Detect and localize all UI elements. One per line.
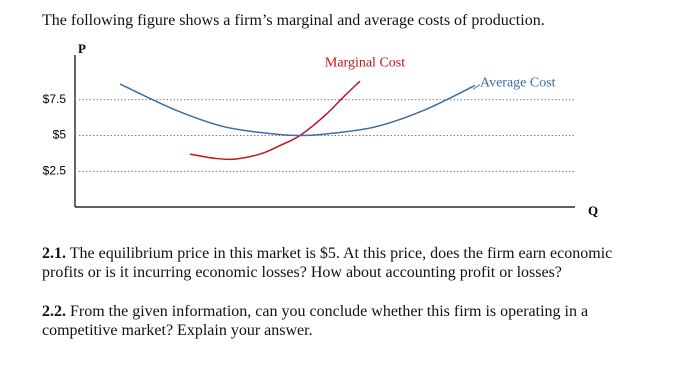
- question-number: 2.2.: [42, 303, 66, 320]
- y-tick-label: $2.5: [43, 163, 67, 177]
- cost-curve: [119, 83, 476, 137]
- question-number: 2.1.: [42, 245, 66, 262]
- y-axis-label: P: [78, 41, 86, 56]
- question-text: From the given information, can you conc…: [42, 303, 589, 339]
- label-leader: [472, 84, 481, 90]
- series-label: Average Cost: [480, 76, 556, 91]
- cost-curve: [189, 80, 361, 161]
- question-text: The equilibrium price in this market is …: [42, 245, 613, 281]
- chart: P Q $2.5 $5 $7.5 Marginal Cost Average Cost: [43, 41, 598, 218]
- y-tick-label: $7.5: [43, 92, 67, 106]
- question: 2.1. The equilibrium price in this marke…: [42, 244, 652, 282]
- series-label: Marginal Cost: [325, 55, 405, 70]
- question: 2.2. From the given information, can you…: [42, 302, 652, 340]
- y-tick-label: $5: [53, 128, 67, 142]
- intro: The following figure shows a firm’s marg…: [42, 12, 545, 29]
- x-axis-label: Q: [588, 203, 598, 218]
